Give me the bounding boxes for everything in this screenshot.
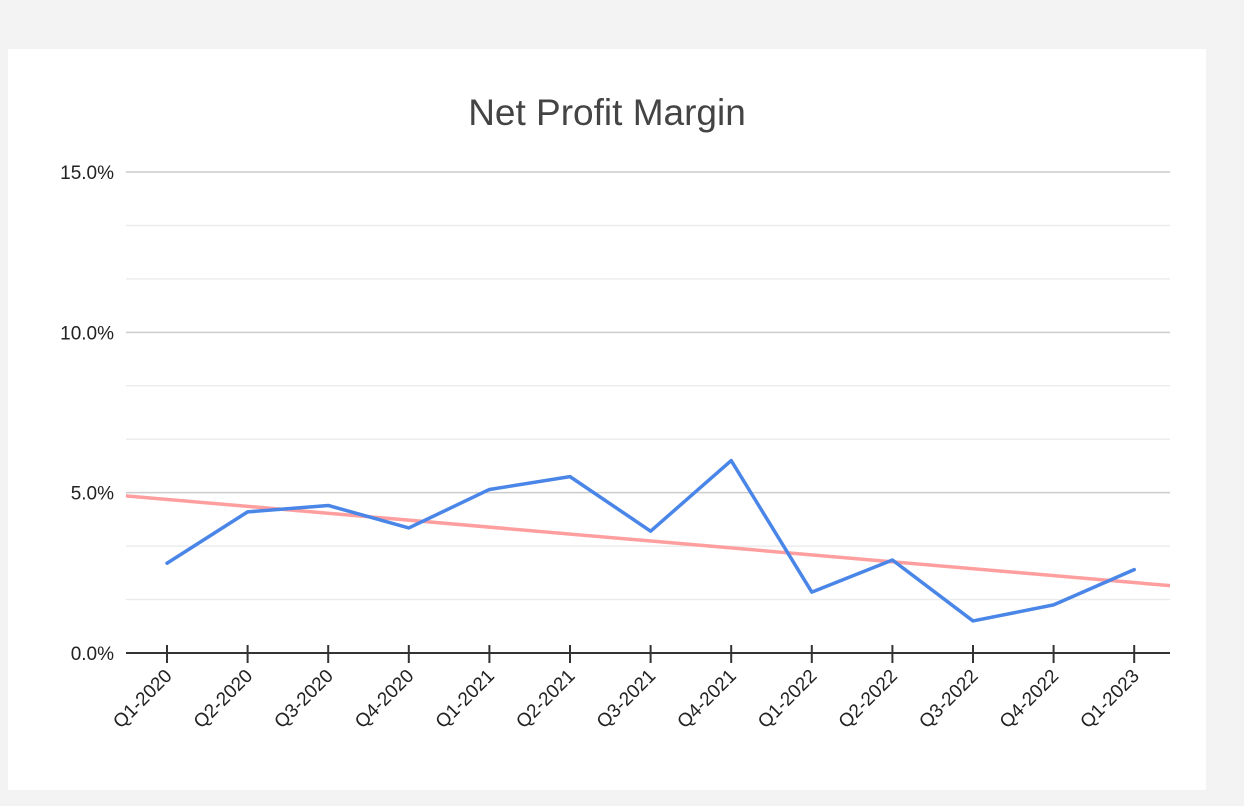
x-tick-label: Q2-2021 bbox=[512, 666, 579, 733]
x-tick-label: Q3-2020 bbox=[271, 666, 338, 733]
x-tick-label: Q4-2022 bbox=[996, 666, 1063, 733]
y-tick-label: 15.0% bbox=[60, 163, 114, 184]
chart-svg: Net Profit Margin 0.0% 5.0% 10.0% 15.0% Q1-… bbox=[60, 92, 1171, 733]
x-tick-label: Q3-2021 bbox=[593, 666, 660, 733]
x-tick-label: Q1-2023 bbox=[1077, 666, 1144, 733]
chart-card: Net Profit Margin 0.0% 5.0% 10.0% 15.0% Q1-… bbox=[8, 49, 1206, 790]
x-tick-label: Q1-2021 bbox=[432, 666, 499, 733]
x-axis bbox=[126, 645, 1170, 663]
x-tick-label: Q2-2022 bbox=[835, 666, 902, 733]
y-axis-labels: 0.0% 5.0% 10.0% 15.0% bbox=[60, 163, 114, 665]
trendline-layer bbox=[125, 494, 1171, 588]
x-tick-label: Q1-2020 bbox=[109, 666, 176, 733]
y-tick-label: 0.0% bbox=[71, 644, 114, 665]
trendline bbox=[125, 494, 1171, 588]
y-tick-label: 10.0% bbox=[60, 323, 114, 344]
x-tick-label: Q2-2020 bbox=[190, 666, 257, 733]
x-tick-label: Q1-2022 bbox=[754, 666, 821, 733]
x-tick-label: Q4-2021 bbox=[674, 666, 741, 733]
x-axis-labels: Q1-2020 Q2-2020 Q3-2020 Q4-2020 Q1-2021 Q2-20… bbox=[109, 666, 1143, 733]
series-line bbox=[165, 458, 1136, 623]
y-tick-label: 5.0% bbox=[71, 484, 114, 505]
x-tick-label: Q4-2020 bbox=[351, 666, 418, 733]
x-tick-label: Q3-2022 bbox=[915, 666, 982, 733]
gridlines bbox=[126, 171, 1170, 601]
chart-title: Net Profit Margin bbox=[468, 92, 746, 133]
series-layer bbox=[165, 458, 1136, 623]
